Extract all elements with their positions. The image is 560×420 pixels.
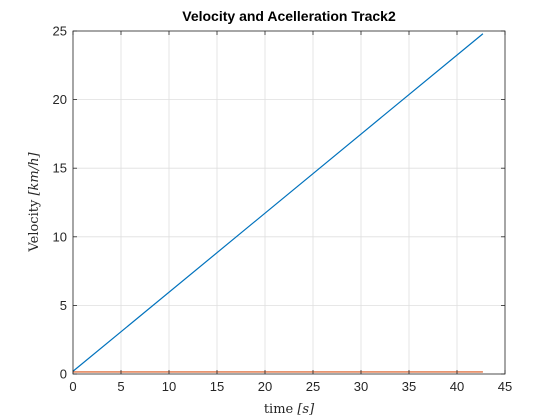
- y-tick-label: 10: [53, 229, 67, 244]
- y-tick-label: 20: [53, 92, 67, 107]
- y-tick-label: 5: [60, 298, 67, 313]
- x-tick-label: 10: [162, 379, 176, 394]
- plot-frame: [72, 30, 506, 375]
- series-group: [72, 33, 484, 373]
- x-tick-label: 45: [498, 379, 512, 394]
- y-axis-label-text: Velocity: [27, 196, 42, 253]
- y-axis-label: Velocity [km/h]: [27, 152, 42, 253]
- y-tick-label: 15: [53, 161, 67, 176]
- y-axis-label-unit: [km/h]: [27, 152, 42, 196]
- plot-background: [73, 31, 505, 374]
- x-tick-label: 0: [69, 379, 76, 394]
- x-tick-label: 15: [210, 379, 224, 394]
- x-tick-label: 5: [117, 379, 124, 394]
- x-tick-label: 30: [354, 379, 368, 394]
- series-line-1: [72, 33, 484, 372]
- x-tick-label: 40: [450, 379, 464, 394]
- chart-title: Velocity and Acelleration Track2: [182, 8, 396, 24]
- x-tick-label: 20: [258, 379, 272, 394]
- x-axis-label: time [s]: [264, 402, 315, 417]
- x-tick-label: 25: [306, 379, 320, 394]
- ticks: 0 5 10 15 20 25 30 35 40 45 0 5 10 15 20 25: [53, 24, 513, 395]
- x-tick-label: 35: [402, 379, 416, 394]
- x-axis-label-unit: [s]: [297, 402, 315, 417]
- y-tick-label: 0: [60, 367, 67, 382]
- x-axis-label-text: time: [264, 402, 298, 417]
- y-tick-label: 25: [53, 24, 67, 39]
